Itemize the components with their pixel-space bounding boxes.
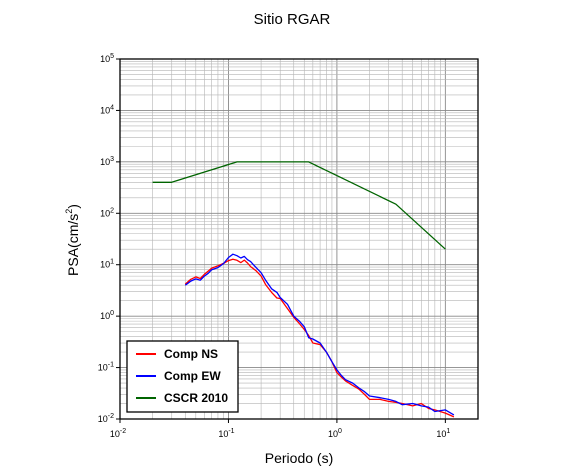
x-axis-ticks: 10-2 10-1 100 101 xyxy=(110,419,450,439)
y-axis-ticks: 10-2 10-1 100 101 102 103 104 105 xyxy=(98,53,120,424)
y-tick-label: 101 xyxy=(100,259,114,270)
x-axis-label: Periodo (s) xyxy=(265,450,333,466)
y-axis-label: PSA(cm/s2) xyxy=(64,204,81,276)
plot-frame xyxy=(119,58,479,420)
legend-label: CSCR 2010 xyxy=(164,391,228,405)
x-tick-label: 100 xyxy=(328,428,342,439)
y-tick-label: 10-1 xyxy=(98,362,114,373)
series-layer xyxy=(152,161,455,418)
y-axis-label-sup: 2 xyxy=(64,209,74,214)
y-tick-label: 105 xyxy=(100,53,114,64)
y-tick-label: 100 xyxy=(100,310,114,321)
y-tick-label: 10-2 xyxy=(98,413,114,424)
y-tick-label: 102 xyxy=(100,207,114,218)
y-axis-label-base: PSA(cm/s xyxy=(65,214,81,276)
y-tick-label: 104 xyxy=(100,104,114,115)
chart-title: Sitio RGAR xyxy=(254,11,331,28)
y-tick-label: 103 xyxy=(100,156,114,167)
x-tick-label: 10-1 xyxy=(218,428,234,439)
y-axis-label-end: ) xyxy=(65,204,81,209)
legend-label: Comp NS xyxy=(164,347,218,361)
legend: Comp NS Comp EW CSCR 2010 xyxy=(126,340,239,413)
series-line-cscr-2010 xyxy=(152,161,446,250)
x-tick-label: 101 xyxy=(436,428,450,439)
legend-label: Comp EW xyxy=(164,369,221,383)
series-line-comp-ew xyxy=(184,253,455,416)
x-tick-label: 10-2 xyxy=(110,428,126,439)
